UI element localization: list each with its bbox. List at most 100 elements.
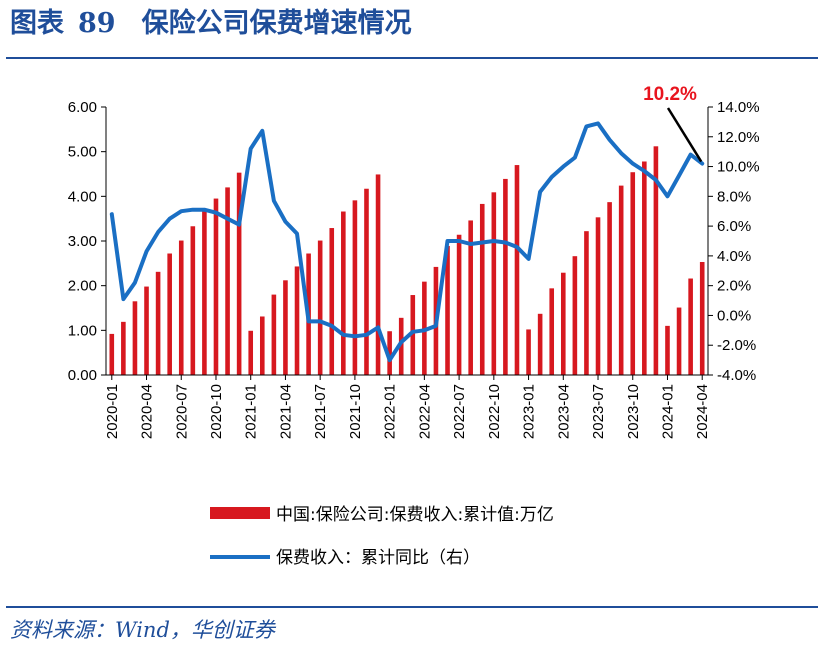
right-tick-label: -2.0% <box>717 337 756 354</box>
bar <box>341 211 346 375</box>
figure-number: 89 <box>78 8 116 39</box>
right-axis: -4.0% -2.0% 0.0% 2.0% 4.0% 6.0% 8.0% 10.0% 12.0%… <box>707 99 760 384</box>
bar <box>549 288 555 375</box>
left-axis: 0.00 1.00 2.00 3.00 4.00 5.00 6.00 <box>68 99 107 384</box>
right-tick-label: 10.0% <box>717 159 760 176</box>
bar <box>642 161 647 375</box>
left-tick-label: 3.00 <box>68 233 97 250</box>
x-tick-label: 2021-01 <box>243 384 260 439</box>
bar <box>375 174 381 375</box>
bar <box>468 220 473 375</box>
bar <box>271 294 277 375</box>
bar <box>665 325 670 375</box>
x-tick-label: 2022-04 <box>416 384 433 439</box>
bar <box>317 240 323 375</box>
bar <box>607 202 612 375</box>
x-tick-label: 2020-04 <box>139 384 156 439</box>
x-tick-label: 2020-07 <box>173 384 190 439</box>
right-tick-label: 2.0% <box>717 278 751 295</box>
bar <box>109 333 115 375</box>
legend-bar-label: 中国:保险公司:保费收入:累计值:万亿 <box>276 505 554 525</box>
bar <box>526 329 531 375</box>
bar <box>537 313 543 375</box>
left-tick-label: 1.00 <box>68 322 97 339</box>
bar <box>572 256 578 375</box>
figure-title: 图表 89 保险公司保费增速情况 <box>10 2 412 46</box>
bar <box>688 278 693 375</box>
source-note: 资料来源：Wind，华创证券 <box>10 618 275 642</box>
x-tick-label: 2021-07 <box>312 384 329 439</box>
x-axis: 2020-01 2020-04 2020-07 2020-10 2021-01 2021-… <box>104 374 711 439</box>
x-tick-label: 2023-10 <box>625 384 642 439</box>
right-tick-label: 14.0% <box>717 99 760 116</box>
x-tick-label: 2022-10 <box>486 384 503 439</box>
x-tick-label: 2023-07 <box>590 384 607 439</box>
bar <box>259 316 265 375</box>
bar-series <box>109 146 705 375</box>
bar <box>653 146 659 375</box>
right-tick-label: 12.0% <box>717 129 760 146</box>
footer-divider <box>6 606 818 608</box>
x-tick-label: 2023-04 <box>555 384 572 439</box>
right-tick-label: 8.0% <box>717 188 751 205</box>
bar <box>213 198 219 375</box>
right-tick-label: 0.0% <box>717 307 751 324</box>
bar <box>584 231 589 375</box>
bar <box>121 321 126 375</box>
bar <box>398 317 404 375</box>
figure-title-text: 保险公司保费增速情况 <box>141 8 412 39</box>
left-tick-label: 0.00 <box>68 367 97 384</box>
bar <box>132 301 138 375</box>
bar <box>144 286 149 375</box>
left-tick-label: 5.00 <box>68 144 97 161</box>
x-tick-label: 2024-04 <box>694 384 711 439</box>
bar <box>445 245 450 375</box>
chart: 0.00 1.00 2.00 3.00 4.00 5.00 6.00 -4.0% -2.0% 0… <box>68 84 760 568</box>
bar <box>167 253 172 375</box>
x-tick-label: 2020-10 <box>208 384 225 439</box>
x-tick-label: 2021-10 <box>347 384 364 439</box>
bar <box>560 272 566 375</box>
bar <box>618 185 624 375</box>
bar <box>410 295 416 375</box>
x-tick-label: 2024-01 <box>659 384 676 439</box>
bar <box>190 226 196 375</box>
bar <box>699 261 705 375</box>
bar <box>283 280 288 375</box>
bar <box>595 217 601 375</box>
bar <box>202 209 207 375</box>
header-divider <box>6 57 818 59</box>
bar <box>630 172 636 375</box>
bar <box>178 240 184 375</box>
figure-label: 图表 <box>10 8 64 39</box>
bar <box>352 200 358 375</box>
bar <box>479 203 485 375</box>
x-tick-label: 2023-01 <box>521 384 538 439</box>
bar <box>456 234 462 375</box>
bar <box>225 187 230 375</box>
annotation: 10.2% <box>643 84 703 163</box>
bar <box>503 178 508 375</box>
right-tick-label: -4.0% <box>717 367 756 384</box>
legend-bar-swatch <box>210 507 270 519</box>
x-tick-label: 2021-04 <box>277 384 294 439</box>
bar <box>248 330 254 375</box>
left-tick-label: 4.00 <box>68 188 97 205</box>
bar <box>676 307 682 375</box>
annotation-leader-line <box>666 107 703 163</box>
bar <box>364 188 369 375</box>
bar <box>294 266 300 375</box>
right-tick-label: 6.0% <box>717 218 751 235</box>
yoy-growth-line <box>109 121 705 363</box>
bar <box>236 172 242 375</box>
x-tick-label: 2022-07 <box>451 384 468 439</box>
bar <box>387 331 392 375</box>
bar <box>155 271 161 375</box>
bar <box>491 192 497 375</box>
line-series <box>109 121 705 363</box>
right-tick-label: 4.0% <box>717 248 751 265</box>
left-tick-label: 6.00 <box>68 99 97 116</box>
x-tick-label: 2022-01 <box>382 384 399 439</box>
x-tick-label: 2020-01 <box>104 384 121 439</box>
